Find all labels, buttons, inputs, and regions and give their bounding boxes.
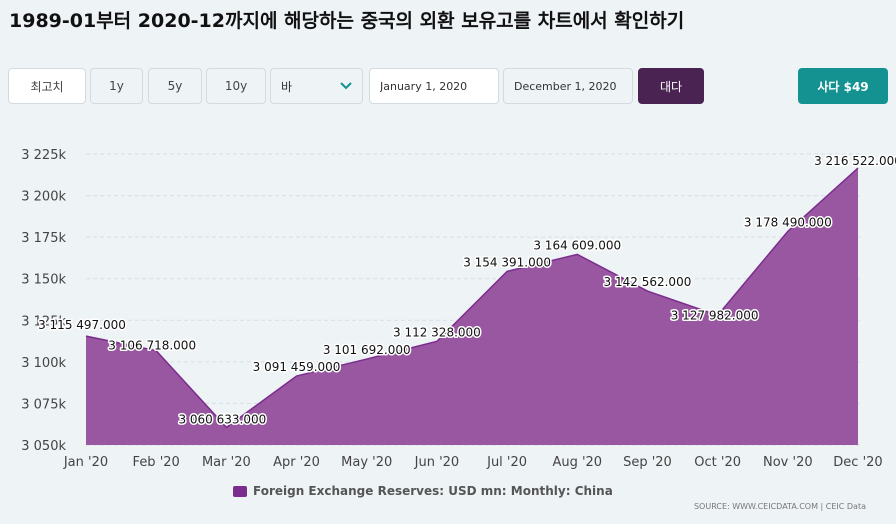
start-date-input[interactable]	[369, 68, 499, 104]
buy-button[interactable]: 사다 $49	[798, 68, 888, 104]
x-tick-label: Aug '20	[552, 455, 602, 470]
apply-button[interactable]: 대다	[638, 68, 704, 104]
x-tick-label: Jan '20	[63, 455, 108, 470]
y-tick-label: 3 100k	[21, 356, 66, 371]
x-tick-label: Mar '20	[202, 455, 251, 470]
chart-type-value: 바	[281, 79, 293, 94]
toolbar: 최고치 1y 5y 10y 바 대다 사다 $49	[0, 68, 896, 106]
data-label: 3 178 490.000	[744, 215, 832, 229]
x-tick-label: Sep '20	[623, 455, 672, 470]
range-10y-button[interactable]: 10y	[206, 68, 266, 104]
data-label: 3 142 562.000	[604, 275, 692, 289]
area-chart: 3 050k 3 075k 3 100k 3 125k 3 150k 3 175k 3 20…	[21, 148, 896, 470]
x-tick-label: Apr '20	[273, 455, 320, 470]
source-credit: SOURCE: WWW.CEICDATA.COM | CEIC Data	[693, 502, 866, 511]
data-label: 3 091 459.000	[253, 360, 341, 374]
data-label: 3 154 391.000	[463, 255, 551, 269]
x-tick-label: May '20	[341, 455, 392, 470]
x-tick-label: Feb '20	[133, 455, 180, 470]
range-5y-button[interactable]: 5y	[148, 68, 202, 104]
y-tick-label: 3 050k	[21, 439, 66, 454]
data-label: 3 112 328.000	[393, 325, 481, 339]
chart-area: 3 050k 3 075k 3 100k 3 125k 3 150k 3 175k 3 20…	[0, 120, 896, 520]
end-date-input[interactable]	[503, 68, 633, 104]
legend-label: Foreign Exchange Reserves: USD mn: Month…	[253, 484, 613, 498]
legend[interactable]: Foreign Exchange Reserves: USD mn: Month…	[233, 484, 613, 498]
chevron-down-icon	[340, 82, 352, 90]
y-tick-label: 3 200k	[21, 190, 66, 205]
x-tick-label: Dec '20	[833, 455, 882, 470]
y-tick-label: 3 125k	[21, 314, 66, 329]
legend-swatch	[233, 485, 247, 497]
y-tick-label: 3 150k	[21, 273, 66, 288]
x-tick-label: Nov '20	[763, 455, 813, 470]
chart-type-select[interactable]: 바	[270, 68, 363, 104]
x-tick-label: Oct '20	[694, 455, 741, 470]
data-label: 3 164 609.000	[533, 238, 621, 252]
range-1y-button[interactable]: 1y	[90, 68, 143, 104]
x-tick-label: Jun '20	[414, 455, 460, 470]
series-line	[85, 167, 859, 429]
data-label: 3 101 692.000	[323, 343, 411, 357]
data-label: 3 127 982.000	[671, 308, 759, 322]
x-tick-label: Jul '20	[486, 455, 527, 470]
data-label: 3 106 718.000	[108, 339, 196, 353]
data-label: 3 115 497.000	[38, 318, 126, 332]
y-tick-label: 3 175k	[21, 231, 66, 246]
max-range-button[interactable]: 최고치	[8, 68, 86, 104]
data-label: 3 060 633.000	[178, 412, 266, 426]
data-label: 3 216 522.000	[814, 154, 896, 168]
y-tick-label: 3 225k	[21, 148, 66, 163]
y-tick-label: 3 075k	[21, 397, 66, 412]
page-title: 1989-01부터 2020-12까지에 해당하는 중국의 외환 보유고를 차트…	[9, 10, 685, 32]
